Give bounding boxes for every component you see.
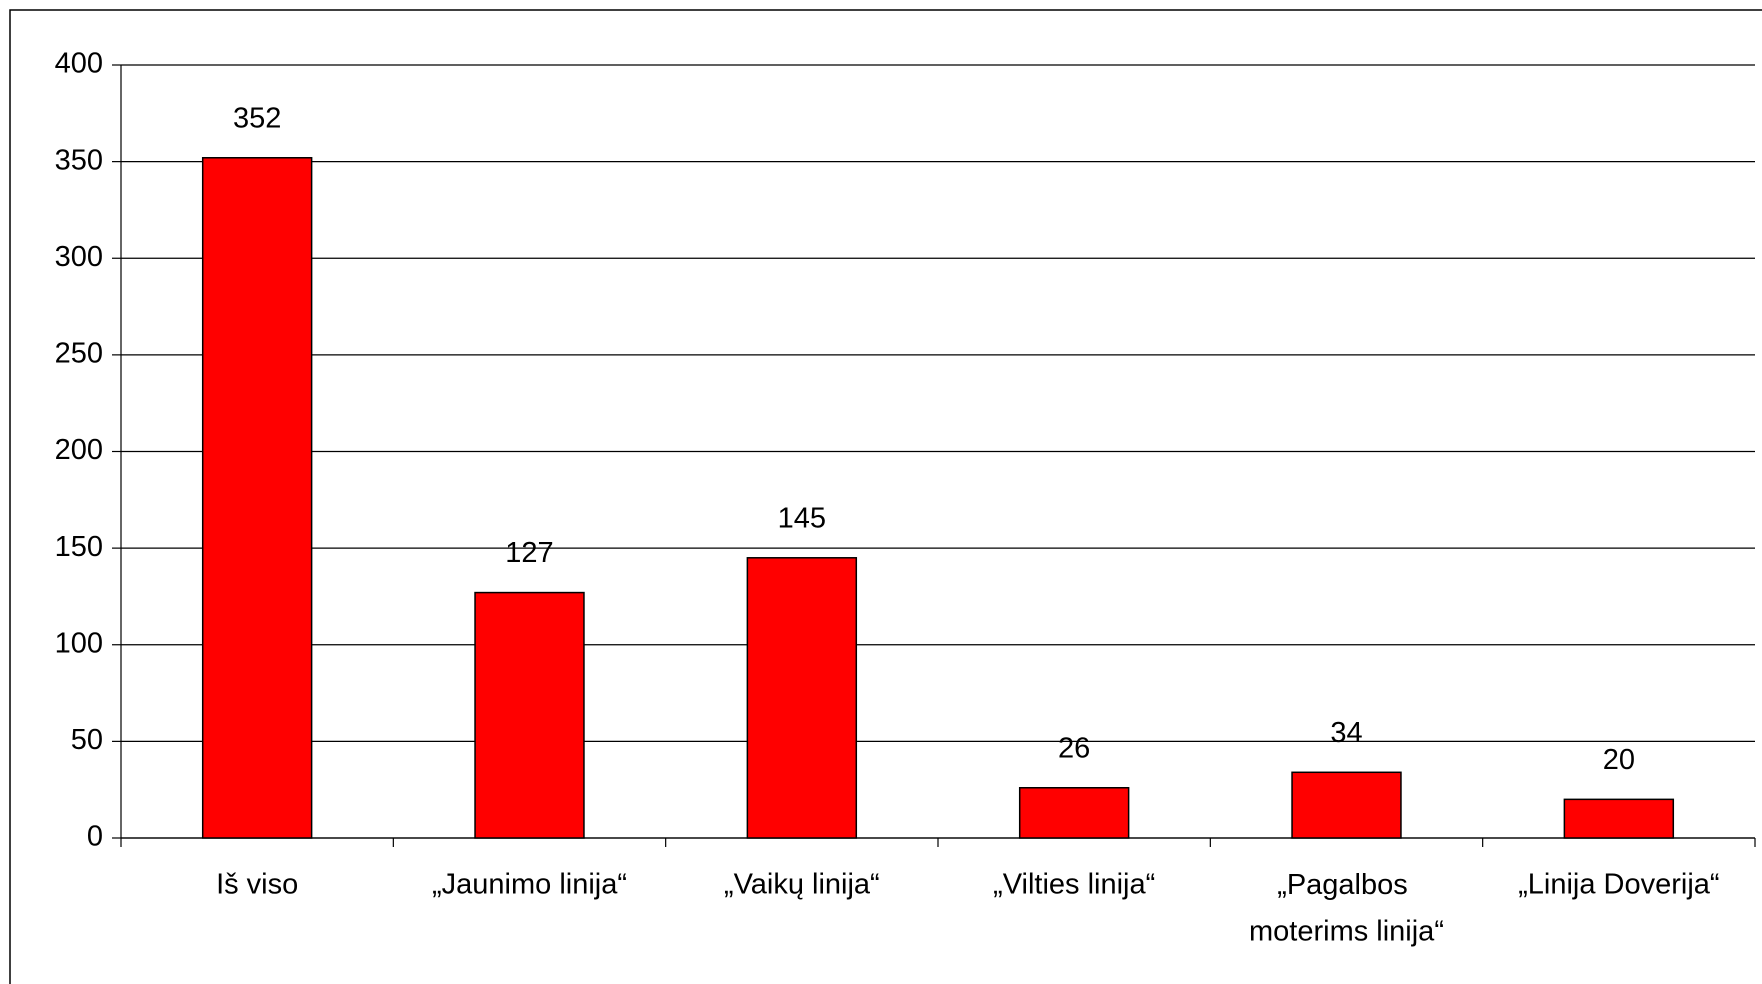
y-tick-label: 50 — [71, 724, 103, 756]
y-tick-label: 300 — [55, 241, 103, 273]
y-tick-label: 350 — [55, 144, 103, 176]
x-tick-label: „Linija Doverija“ — [1518, 869, 1719, 901]
x-tick-label: „Vaikų linija“ — [724, 869, 880, 901]
y-tick-label: 0 — [87, 821, 103, 853]
y-tick-label: 100 — [55, 627, 103, 659]
bar — [474, 591, 585, 839]
chart-border — [9, 9, 1762, 984]
bar — [746, 557, 858, 839]
data-label: 352 — [233, 102, 281, 134]
y-tick-label: 150 — [55, 531, 103, 563]
y-tick-label: 200 — [55, 434, 103, 466]
y-tick-label: 250 — [55, 338, 103, 370]
data-label: 145 — [778, 502, 826, 534]
bar — [201, 157, 313, 839]
x-tick-label: „Pagalbos moterims linija“ — [1249, 869, 1444, 947]
bar — [1563, 798, 1675, 839]
y-tick-label: 400 — [55, 48, 103, 80]
x-tick-label: „Jaunimo linija“ — [432, 869, 627, 901]
bar — [1018, 787, 1130, 839]
x-tick-label: Iš viso — [216, 869, 298, 901]
bar — [1291, 771, 1402, 839]
data-label: 20 — [1603, 744, 1635, 776]
x-tick-label: „Vilties linija“ — [993, 869, 1155, 901]
data-label: 127 — [505, 537, 553, 569]
data-label: 26 — [1058, 732, 1090, 764]
data-label: 34 — [1330, 717, 1362, 749]
